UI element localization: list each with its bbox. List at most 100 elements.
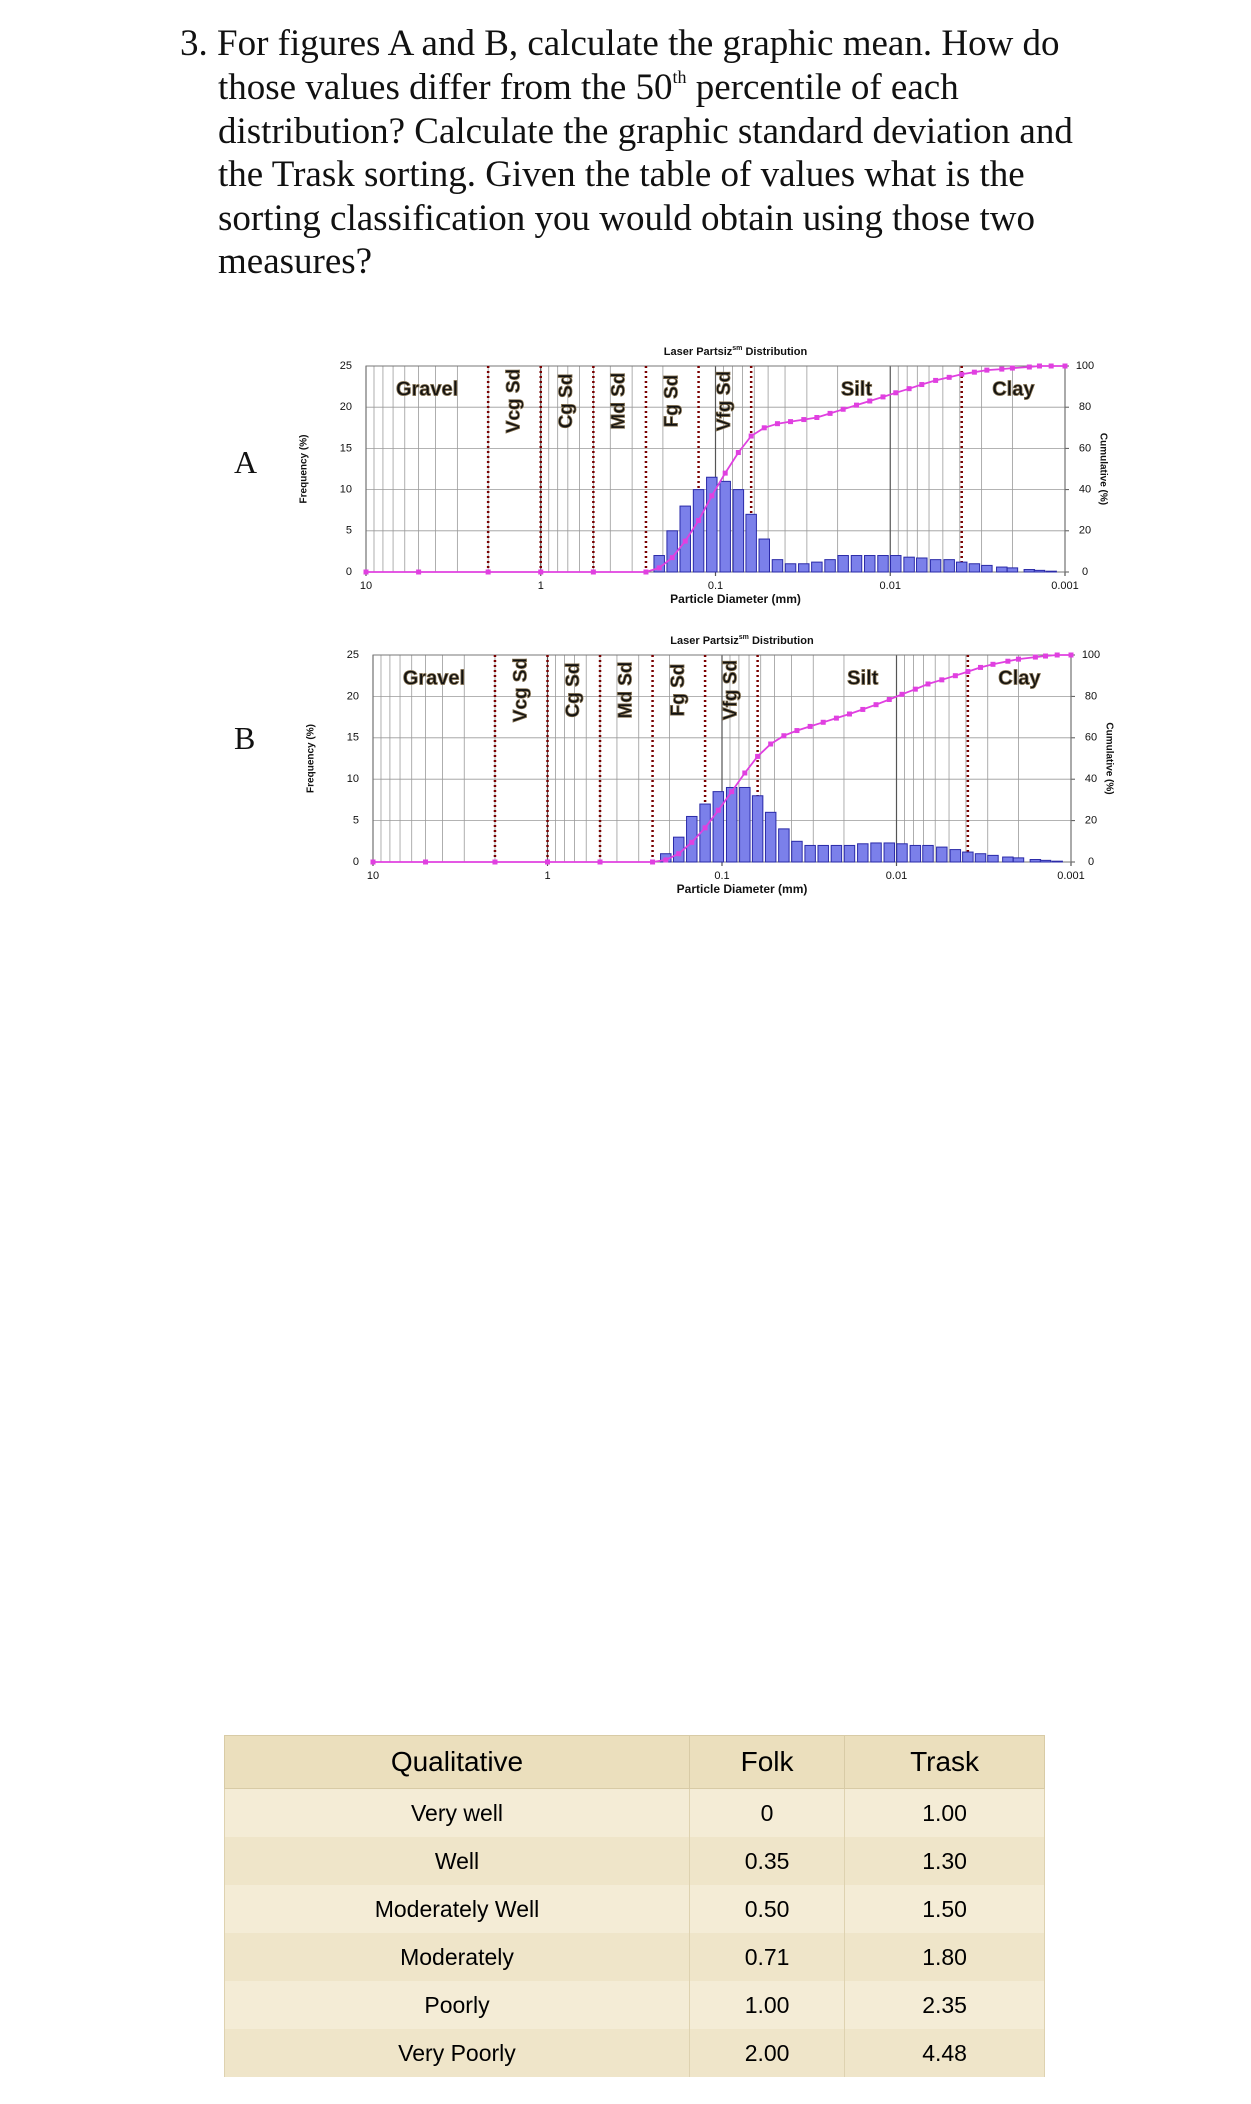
bar	[896, 843, 908, 863]
question-line: measures?	[218, 241, 373, 282]
title-superscript: sm	[732, 345, 742, 352]
bar	[719, 480, 731, 573]
cumulative-marker	[702, 825, 708, 831]
bar	[1033, 569, 1046, 573]
cumulative-marker	[748, 433, 754, 439]
bar	[1045, 570, 1057, 573]
cumulative-marker	[959, 371, 965, 377]
y-tick-label: 0	[353, 856, 359, 868]
question-line: distribution? Calculate the graphic stan…	[218, 111, 1073, 152]
cumulative-marker	[485, 569, 491, 575]
y2-tick-label: 100	[1082, 649, 1100, 661]
cumulative-marker	[933, 377, 939, 383]
bar	[987, 854, 999, 863]
cumulative-marker	[363, 569, 369, 575]
bar	[949, 849, 962, 863]
bar	[1029, 859, 1042, 863]
bar	[798, 563, 810, 573]
zone-label: Vcg Sd	[503, 369, 524, 433]
title-superscript: sm	[739, 634, 749, 641]
bar	[922, 844, 934, 863]
bar	[929, 559, 942, 573]
bar	[903, 556, 915, 573]
y-tick-label: 10	[340, 484, 352, 496]
y2-tick-label: 0	[1088, 856, 1094, 868]
bar	[692, 489, 705, 573]
y2-tick-label: 60	[1085, 732, 1097, 744]
bar	[778, 828, 790, 863]
bar	[857, 843, 869, 863]
y-tick-label: 10	[347, 773, 359, 785]
zone-label: Vfg Sd	[714, 371, 735, 431]
x-tick-label: 1	[544, 870, 550, 882]
cumulative-marker	[768, 741, 774, 747]
table-row: Very Poorly 2.00 4.48	[224, 2029, 1045, 2077]
bar	[732, 489, 745, 573]
bar	[758, 538, 771, 573]
y2-tick-label: 40	[1079, 484, 1091, 496]
cumulative-marker	[709, 493, 715, 499]
cumulative-marker	[873, 702, 879, 708]
bar	[666, 530, 678, 573]
table-cell: 0.50	[688, 1885, 846, 1933]
column-header: Folk	[688, 1735, 846, 1789]
y2-tick-label: 100	[1076, 360, 1094, 372]
cumulative-marker	[689, 839, 695, 845]
cumulative-marker	[735, 450, 741, 456]
zone-label: Vfg Sd	[720, 660, 741, 720]
figure-chart: 0 5 10 15 20 25 0 20 40 60 80 100 10 1 0.1 0.01 0.001 Gra…	[306, 634, 1115, 896]
cumulative-marker	[860, 706, 866, 712]
x-axis-label: Particle Diameter (mm)	[670, 592, 801, 606]
table-body: Very well 0 1.00 Well 0.35 1.30 Moderately Wel…	[224, 1788, 1045, 2077]
x-tick-label: 0.1	[708, 580, 723, 592]
cumulative-marker	[1068, 652, 1074, 658]
cumulative-marker	[755, 753, 761, 759]
y2-tick-label: 20	[1079, 525, 1091, 537]
cumulative-marker	[971, 369, 977, 375]
cumulative-marker	[833, 715, 839, 721]
cumulative-marker	[669, 555, 675, 561]
bar	[870, 842, 882, 863]
cumulative-marker	[893, 390, 899, 396]
table-row: Poorly 1.00 2.35	[224, 1981, 1045, 2029]
cumulative-marker	[656, 565, 662, 571]
zone-label: Clay	[998, 667, 1041, 689]
cumulative-marker	[952, 673, 958, 679]
cumulative-marker	[854, 402, 860, 408]
cumulative-marker	[1043, 653, 1049, 659]
cumulative-marker	[912, 686, 918, 692]
bar	[706, 476, 718, 573]
cumulative-marker	[538, 569, 544, 575]
table-cell: 4.48	[844, 2029, 1045, 2077]
bar	[811, 561, 823, 573]
question-line: sorting classification you would obtain …	[218, 198, 1035, 239]
bar	[1051, 860, 1063, 863]
zone-label: Vcg Sd	[510, 658, 531, 722]
figure-label: B	[234, 720, 256, 756]
cumulative-marker	[814, 415, 820, 420]
cumulative-marker	[696, 518, 702, 523]
cumulative-marker	[643, 569, 649, 575]
cumulative-marker	[1015, 656, 1021, 662]
y-tick-label: 25	[340, 360, 352, 372]
cumulative-marker	[1032, 654, 1038, 660]
cumulative-marker	[999, 366, 1005, 372]
cumulative-marker	[939, 677, 945, 683]
x-tick-label: 0.1	[714, 870, 729, 882]
cumulative-marker	[801, 417, 807, 423]
cumulative-marker	[650, 859, 656, 865]
table-cell: 1.30	[844, 1837, 1045, 1885]
bar	[712, 791, 725, 863]
zone-label: Gravel	[396, 378, 458, 400]
table-row: Moderately 0.71 1.80	[224, 1933, 1045, 1981]
y2-tick-label: 60	[1079, 442, 1091, 454]
question-line: the Trask sorting. Given the table of va…	[218, 154, 1025, 195]
cumulative-marker	[788, 419, 794, 425]
cumulative-marker	[722, 470, 728, 476]
bar	[1039, 859, 1052, 863]
table-cell: Moderately	[224, 1933, 690, 1981]
y2-tick-label: 20	[1085, 815, 1097, 827]
bar	[830, 844, 843, 863]
zone-label: Cg Sd	[556, 374, 577, 429]
bar	[843, 844, 856, 863]
